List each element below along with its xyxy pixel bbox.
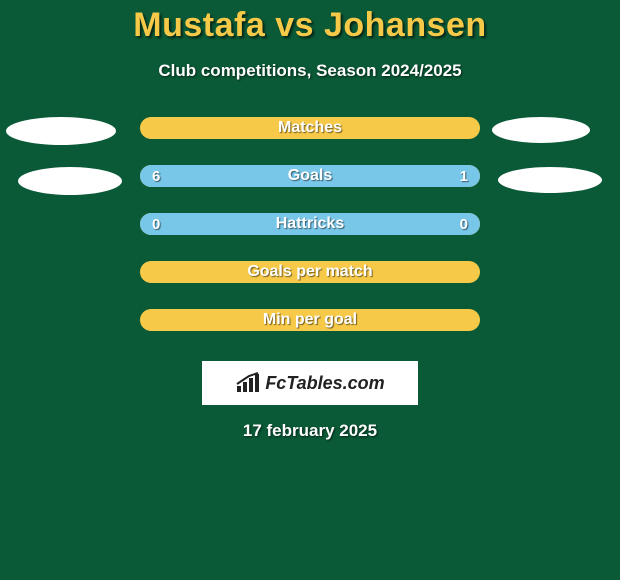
page-title: Mustafa vs Johansen	[133, 6, 486, 45]
bar-chart-icon	[235, 372, 261, 394]
player-ellipse-2	[492, 117, 590, 143]
bar-value-right: 1	[460, 168, 468, 185]
stat-bar: Matches	[140, 117, 480, 139]
bar-label: Min per goal	[263, 311, 357, 329]
stat-bar: Min per goal	[140, 309, 480, 331]
bar-label: Hattricks	[276, 215, 344, 233]
stat-row: Goals per match	[0, 261, 620, 283]
logo-text: FcTables.com	[265, 373, 384, 394]
bar-value-left: 0	[152, 216, 160, 233]
subtitle: Club competitions, Season 2024/2025	[158, 61, 461, 81]
logo: FcTables.com	[235, 372, 384, 394]
stats-area: Matches 6 1 Goals 0 0 Hattricks Goals per match…	[0, 117, 620, 357]
stat-bar: 0 0 Hattricks	[140, 213, 480, 235]
bar-value-right: 0	[460, 216, 468, 233]
bar-fill-left	[140, 165, 398, 187]
bar-label: Matches	[278, 119, 342, 137]
logo-box: FcTables.com	[202, 361, 418, 405]
stat-bar: Goals per match	[140, 261, 480, 283]
stat-bar: 6 1 Goals	[140, 165, 480, 187]
date-label: 17 february 2025	[243, 421, 377, 441]
stat-row: Min per goal	[0, 309, 620, 331]
player-ellipse-1	[18, 167, 122, 195]
player-ellipse-3	[498, 167, 602, 193]
bar-label: Goals	[288, 167, 332, 185]
stat-row: 0 0 Hattricks	[0, 213, 620, 235]
player-ellipse-0	[6, 117, 116, 145]
bars-layer: Matches 6 1 Goals 0 0 Hattricks Goals per match…	[0, 117, 620, 331]
infographic-container: Mustafa vs Johansen Club competitions, S…	[0, 0, 620, 441]
bar-label: Goals per match	[247, 263, 372, 281]
bar-value-left: 6	[152, 168, 160, 185]
